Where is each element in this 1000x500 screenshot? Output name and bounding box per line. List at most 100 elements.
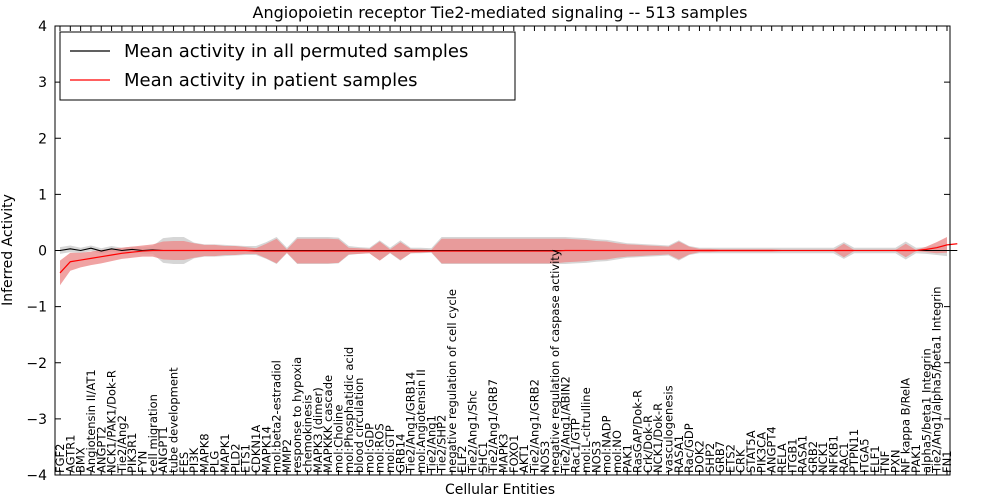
x-tick-label: PLD2 [228, 443, 242, 473]
x-tick-label: NOS3 [589, 441, 603, 473]
x-tick-label: RASA1 [672, 435, 686, 473]
x-tick-label: RASA1 [796, 435, 810, 473]
x-tick-label: MAPK3 [497, 433, 511, 473]
x-tick-label: mol:NADP [600, 415, 614, 473]
legend-label-permuted: Mean activity in all permuted samples [124, 41, 468, 62]
band-patient [60, 237, 947, 286]
y-tick-label: 1 [38, 187, 47, 203]
x-tick-label: NF kappa B/RelA [899, 378, 913, 473]
y-axis-label: Inferred Activity [0, 194, 16, 306]
x-tick-label: Tie2/Ang1/ABIN2 [558, 376, 572, 474]
confidence-bands [60, 237, 947, 286]
legend-label-patient: Mean activity in patient samples [124, 70, 418, 91]
x-tick-label: CDKN1A [249, 425, 263, 473]
y-tick-label: 3 [38, 75, 47, 91]
x-tick-label: FN1 [940, 450, 954, 473]
x-tick-label: negative regulation of cell cycle [445, 289, 459, 473]
x-tick-label: MAPKKK cascade [321, 375, 335, 473]
x-tick-label: Rac/GDP [682, 423, 696, 473]
x-tick-label: ANGPT2 [94, 426, 108, 473]
x-tick-label: MAPK1 [218, 433, 232, 473]
x-tick-label: NCK1/Dok-R [651, 403, 665, 473]
x-tick-label: mol:GTP [383, 425, 397, 473]
line-patient [59, 243, 958, 274]
legend-box [59, 31, 516, 101]
x-tick-label: vasculogenesis [662, 385, 676, 473]
x-tick-label: MAPK8 [197, 433, 211, 473]
y-tick-label: 4 [38, 19, 47, 35]
x-tick-label: FYN [136, 451, 150, 473]
x-tick-label: ETS1 [239, 444, 253, 473]
y-tick-label: −4 [26, 468, 47, 484]
x-tick-label: Tie2/Ang1/Shc [466, 390, 480, 474]
x-tick-label: MAPK3 (dimer) [311, 387, 325, 473]
y-axis: −4 −3 −2 −1 0 1 2 3 4 [26, 19, 950, 484]
x-tick-label: Tie2/Ang1/GRB7 [486, 379, 500, 474]
x-tick-label: TNF [878, 451, 892, 474]
x-tick-label: negative regulation of caspase activity [548, 249, 562, 473]
x-tick-label: FGF2 [53, 444, 67, 473]
x-tick-label: GRB14 [393, 434, 407, 473]
x-tick-label: PXN [888, 450, 902, 473]
y-tick-label: −2 [26, 356, 47, 372]
x-tick-label: Rac1/GTP [569, 418, 583, 473]
x-tick-label: Tie2/Ang1/GRB2 [527, 379, 541, 474]
x-tick-label: AGTR1 [63, 435, 77, 474]
x-tick-label: PAK1 [909, 444, 923, 473]
x-tick-label: MAPK14 [259, 426, 273, 473]
x-tick-label: Tie2/Ang1/GRB14 [404, 372, 418, 474]
x-tick-label: SHP2 [703, 443, 717, 473]
x-tick-label: ELF2 [455, 445, 469, 473]
x-tick-label: Crk/Dok-R [641, 415, 655, 473]
x-tick-label: PTPN11 [847, 429, 861, 473]
x-tick-label: blood circulation [352, 378, 366, 473]
x-tick-label: PLG [208, 451, 222, 473]
legend: Mean activity in all permuted samples Me… [59, 31, 516, 101]
x-tick-label: Tie2/Ang2 [115, 415, 129, 474]
y-tick-label: 0 [38, 244, 47, 260]
x-tick-label: ANGPT4 [765, 426, 779, 473]
x-tick-label: alpha5/beta1 Integrin [919, 348, 933, 473]
x-tick-label: FOXO1 [507, 435, 521, 473]
x-tick-label: ANGPT1 [156, 426, 170, 473]
x-tick-label: NCK1/PAK1/Dok-R [105, 370, 119, 473]
x-tick-label: NOS3 [538, 441, 552, 473]
chart-title: Angiopoietin receptor Tie2-mediated sign… [253, 3, 748, 22]
x-tick-label: GRB2 [806, 441, 820, 473]
x-tick-label: NFKB1 [827, 435, 841, 473]
x-tick-label: mol:GDP [362, 423, 376, 473]
y-tick-label: −3 [26, 412, 47, 428]
x-tick-label: Tie2/SHP2 [435, 415, 449, 474]
y-tick-label: −1 [26, 300, 47, 316]
x-tick-label: RAC1 [837, 442, 851, 473]
x-tick-label: SHC1 [476, 442, 490, 473]
x-tick-label: ITGA5 [857, 438, 871, 473]
x-tick-label: RELA [775, 443, 789, 473]
y-tick-label: 2 [38, 131, 47, 147]
x-tick-label: FES [177, 452, 191, 473]
x-axis-label: Cellular Entities [445, 482, 555, 498]
x-tick-label: ETS2 [723, 444, 737, 473]
x-tick-label: CRK [734, 449, 748, 473]
x-tick-label: chemokinesis [301, 395, 315, 473]
x-tick-label: Angiotensin II/AT1 [84, 369, 98, 473]
x-tick-label: STAT5A [744, 430, 758, 473]
x-tick-label: AKT1 [517, 444, 531, 473]
x-tick-label: NCK1 [816, 442, 830, 474]
x-tick-label: Tie2/Ang1 [424, 415, 438, 474]
x-tick-label: response to hypoxia [290, 357, 304, 473]
x-tick-label: mol:Choline [331, 405, 345, 473]
x-tick-label: cell migration [146, 394, 160, 473]
x-tick-label: PIK3R1 [125, 433, 139, 474]
x-tick-label: tube development [166, 367, 180, 473]
x-tick-label: MMP2 [280, 439, 294, 473]
x-tick-label: PAK1 [620, 444, 634, 473]
series-lines [59, 243, 958, 274]
x-tick-label: BMX [74, 447, 88, 473]
x-tick-label: mol:L-citrulline [579, 387, 593, 473]
x-tick-label: mol:Angiotensin II [414, 369, 428, 473]
x-tick-label: PI3K [187, 447, 201, 473]
x-tick-label: mol:Phosphatidic acid [342, 347, 356, 473]
x-tick-label: GRB7 [713, 441, 727, 473]
